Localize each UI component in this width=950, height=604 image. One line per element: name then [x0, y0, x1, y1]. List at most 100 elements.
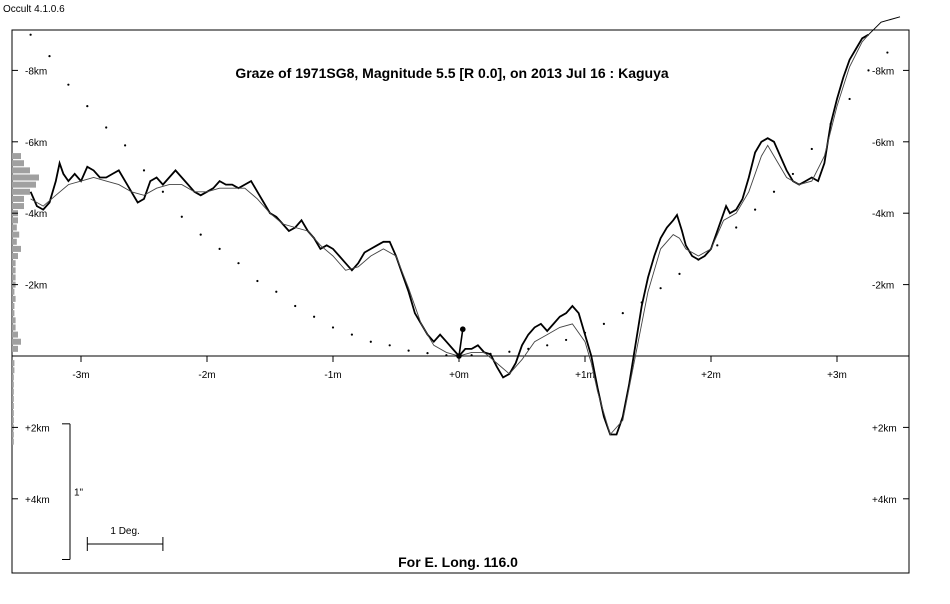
- chart-title: Graze of 1971SG8, Magnitude 5.5 [R 0.0],…: [235, 65, 669, 81]
- histogram-bar-38: [12, 431, 14, 438]
- histogram-bar-14: [12, 253, 18, 260]
- histogram-bar-32: [12, 388, 14, 395]
- limb-dot-3: [86, 105, 89, 108]
- limb-dot-36: [716, 244, 719, 247]
- y-tick-label-left-3: -2km: [25, 281, 47, 292]
- limb-dot-22: [445, 354, 448, 357]
- histogram-bar-16: [12, 267, 16, 274]
- limb-dot-16: [331, 326, 335, 329]
- limb-dot-6: [142, 169, 146, 172]
- limb-dot-35: [697, 258, 700, 261]
- limb-dot-11: [237, 262, 240, 265]
- y-tick-label-left-1: -6km: [25, 138, 47, 149]
- y-tick-label-left-4: +2km: [25, 423, 50, 434]
- limb-dot-13: [275, 290, 278, 293]
- marker-base-dot: [456, 353, 462, 359]
- limb-dot-43: [848, 97, 851, 101]
- histogram-bar-6: [12, 203, 24, 210]
- limb-dot-26: [527, 347, 530, 350]
- x-tick-label-0: -3m: [72, 370, 89, 381]
- histogram-bar-21: [12, 303, 15, 310]
- limb-dot-1: [48, 55, 51, 58]
- limb-dot-5: [124, 144, 127, 147]
- limb-dot-44: [867, 69, 870, 72]
- histogram-bar-25: [12, 331, 18, 338]
- histogram-bar-29: [12, 367, 15, 374]
- chart-footer: For E. Long. 116.0: [398, 554, 518, 570]
- limb-dot-32: [640, 301, 643, 304]
- y-tick-label-left-2: -4km: [25, 209, 47, 220]
- y-axis-ticks-right: -8km -6km -4km -2km +2km +4km: [872, 66, 909, 506]
- horizontal-scale-label: 1 Deg.: [110, 526, 139, 537]
- histogram-bar-3: [12, 167, 30, 174]
- histogram: [12, 153, 39, 445]
- histogram-bar-17: [12, 274, 16, 281]
- app-version: Occult 4.1.0.6: [3, 4, 65, 15]
- limb-dot-41: [810, 147, 813, 151]
- histogram-bar-35: [12, 410, 14, 417]
- limb-dot-28: [565, 338, 568, 342]
- limb-dot-10: [218, 247, 221, 250]
- limb-dot-4: [105, 126, 108, 129]
- x-tick-label-5: +2m: [701, 370, 721, 381]
- limb-dot-12: [256, 279, 259, 283]
- limb-dot-25: [508, 350, 511, 353]
- limb-dot-23: [470, 354, 473, 357]
- histogram-bar-5: [12, 160, 24, 167]
- series-dotted-limb: [29, 33, 889, 357]
- histogram-bar-31: [12, 381, 14, 388]
- histogram-bar-24: [12, 324, 16, 331]
- limb-dot-24: [489, 352, 492, 355]
- limb-dot-40: [791, 172, 795, 176]
- limb-dot-29: [583, 331, 587, 334]
- limb-dot-2: [67, 83, 70, 86]
- histogram-bar-0: [12, 174, 39, 181]
- limb-dot-14: [294, 304, 297, 308]
- plot-frame: [11, 29, 910, 574]
- limb-dot-18: [369, 340, 372, 343]
- histogram-bar-26: [12, 338, 21, 345]
- limb-dot-20: [407, 349, 410, 352]
- limb-dot-0: [29, 33, 32, 36]
- x-tick-label-1: -2m: [198, 370, 215, 381]
- limb-dot-37: [735, 226, 738, 229]
- histogram-bar-20: [12, 295, 16, 302]
- limb-dot-42: [829, 122, 832, 126]
- limb-dot-39: [772, 190, 776, 193]
- y-tick-label-left-0: -8km: [25, 66, 47, 77]
- y-tick-label-right-0: -8km: [872, 66, 894, 77]
- limb-dot-33: [659, 287, 662, 290]
- limb-dot-34: [678, 272, 681, 275]
- y-axis-ticks-left: -8km -6km -4km -2km +2km +4km: [12, 66, 50, 506]
- histogram-bar-33: [12, 395, 14, 402]
- y-tick-label-right-1: -6km: [872, 138, 894, 149]
- histogram-bar-34: [12, 402, 14, 409]
- series-profile-smoothed: [30, 34, 869, 436]
- limb-dot-17: [350, 333, 353, 336]
- histogram-bar-9: [12, 217, 18, 224]
- x-tick-label-4: +1m: [575, 370, 595, 381]
- marker-top-dot: [459, 326, 466, 333]
- histogram-bar-22: [12, 310, 15, 317]
- y-tick-label-left-5: +4km: [25, 495, 50, 506]
- y-tick-label-right-5: +4km: [872, 495, 897, 506]
- histogram-bar-4: [12, 195, 24, 202]
- x-tick-label-2: -1m: [324, 370, 341, 381]
- x-tick-label-3: +0m: [449, 370, 469, 381]
- limb-dot-7: [161, 190, 164, 193]
- y-tick-label-right-4: +2km: [872, 423, 897, 434]
- histogram-bar-15: [12, 260, 16, 267]
- limb-dot-19: [388, 344, 391, 347]
- histogram-bar-27: [12, 345, 18, 352]
- histogram-bar-36: [12, 417, 14, 424]
- histogram-bar-30: [12, 374, 14, 381]
- histogram-bar-11: [12, 231, 20, 238]
- series-layer: [29, 16, 901, 436]
- histogram-bar-12: [12, 238, 17, 245]
- limb-dot-30: [602, 322, 606, 325]
- limb-dot-9: [199, 233, 202, 236]
- vertical-scale-label: 1": [74, 488, 84, 499]
- limb-dot-27: [546, 344, 549, 347]
- histogram-bar-1: [12, 181, 36, 188]
